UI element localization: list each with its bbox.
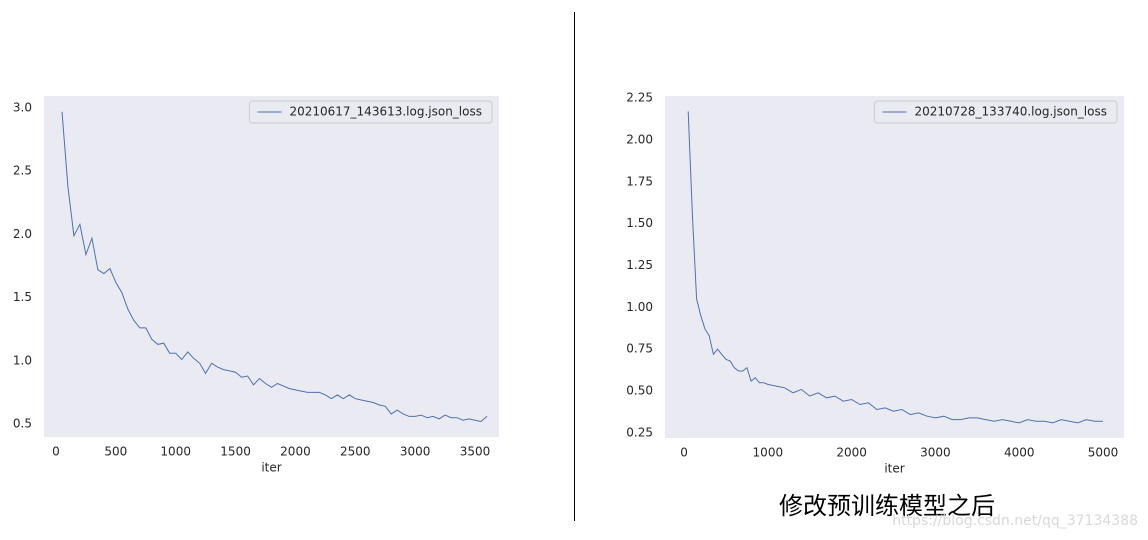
x-tick-label: 3000: [920, 446, 951, 460]
y-tick-label: 1.0: [13, 353, 32, 367]
y-tick-label: 1.25: [626, 258, 653, 272]
x-tick-label: 5000: [1088, 446, 1119, 460]
legend-label: 20210617_143613.log.json_loss: [289, 105, 482, 119]
x-tick-label: 2000: [836, 446, 867, 460]
x-tick-label: 3000: [400, 445, 431, 459]
x-tick-label: 1000: [753, 446, 784, 460]
x-tick-label: 3500: [460, 445, 491, 459]
y-tick-label: 1.5: [13, 290, 32, 304]
x-tick-label: 2500: [340, 445, 371, 459]
loss-line: [61, 111, 488, 423]
legend-box: [873, 100, 1118, 124]
plot-area: [665, 96, 1124, 438]
x-tick-label: 1500: [220, 445, 251, 459]
caption: 修改预训练模型之后: [779, 492, 995, 520]
y-tick-label: 0.5: [13, 416, 32, 430]
x-tick-label: 4000: [1004, 446, 1035, 460]
y-tick-label: 0.50: [626, 384, 653, 398]
y-tick-label: 3.0: [13, 101, 32, 115]
x-axis-label: iter: [261, 461, 281, 475]
y-tick-label: 0.25: [626, 425, 653, 439]
x-axis-label: iter: [884, 462, 904, 476]
y-tick-label: 1.50: [626, 216, 653, 230]
y-tick-label: 1.00: [626, 300, 653, 314]
y-tick-label: 2.0: [13, 227, 32, 241]
legend-label: 20210728_133740.log.json_loss: [914, 105, 1107, 119]
y-tick-label: 1.75: [626, 174, 653, 188]
watermark: https://blog.csdn.net/qq_37134388: [892, 513, 1138, 529]
y-tick-label: 2.25: [626, 91, 653, 105]
x-tick-label: 500: [104, 445, 127, 459]
y-tick-label: 2.00: [626, 132, 653, 146]
loss-line: [687, 111, 1103, 424]
y-tick-label: 0.75: [626, 342, 653, 356]
x-tick-label: 0: [680, 446, 688, 460]
x-tick-label: 2000: [280, 445, 311, 459]
legend-box: [248, 100, 493, 124]
y-tick-label: 2.5: [13, 164, 32, 178]
x-tick-label: 0: [52, 445, 60, 459]
plot-area: [44, 96, 499, 437]
x-tick-label: 1000: [160, 445, 191, 459]
